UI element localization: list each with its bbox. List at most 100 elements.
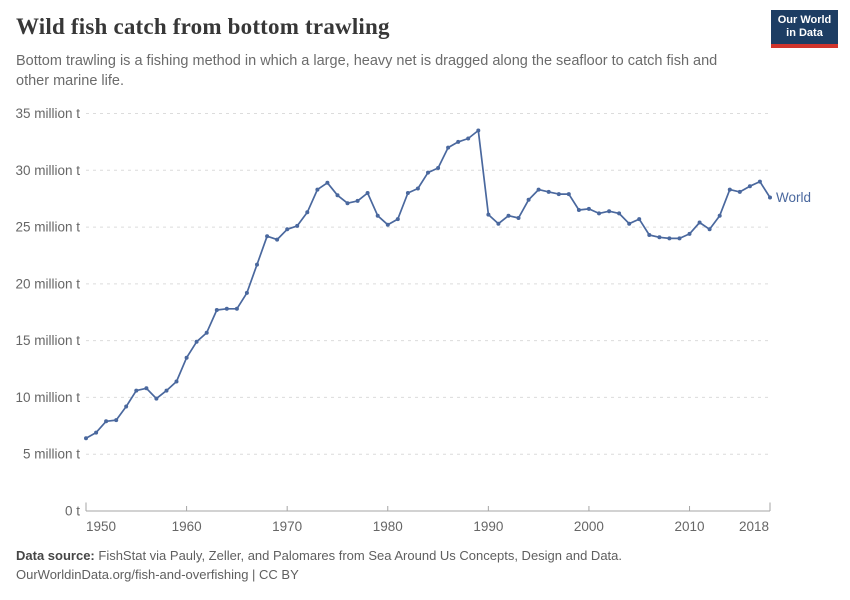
data-point[interactable]	[677, 236, 682, 241]
logo-line-1: Our World	[777, 14, 832, 26]
data-point[interactable]	[124, 404, 129, 409]
data-point[interactable]	[204, 330, 209, 335]
logo-line-2: in Data	[786, 27, 823, 39]
owid-logo: Our World in Data	[771, 10, 838, 48]
x-axis-label: 1990	[473, 519, 503, 534]
footer-separator: |	[248, 567, 260, 582]
data-point[interactable]	[747, 184, 752, 189]
data-point[interactable]	[234, 306, 239, 311]
data-point[interactable]	[546, 189, 551, 194]
data-point[interactable]	[315, 187, 320, 192]
data-point[interactable]	[224, 306, 229, 311]
y-axis-label: 15 million t	[15, 333, 80, 348]
data-point[interactable]	[516, 216, 521, 220]
y-axis-label: 30 million t	[15, 163, 80, 178]
data-source-text: FishStat via Pauly, Zeller, and Palomare…	[98, 548, 623, 563]
data-point[interactable]	[586, 206, 591, 211]
y-axis-label: 10 million t	[15, 390, 80, 405]
data-point[interactable]	[737, 189, 742, 194]
data-source-label: Data source:	[16, 548, 95, 563]
data-point[interactable]	[436, 166, 441, 170]
data-point[interactable]	[84, 436, 88, 441]
data-point[interactable]	[597, 211, 601, 216]
data-point[interactable]	[194, 339, 199, 344]
y-axis-label: 35 million t	[15, 106, 80, 121]
data-point[interactable]	[496, 221, 501, 226]
data-point[interactable]	[647, 233, 652, 237]
chart-subtitle: Bottom trawling is a fishing method in w…	[16, 53, 718, 89]
license-label: CC BY	[259, 567, 299, 582]
data-point[interactable]	[687, 231, 692, 236]
data-point[interactable]	[325, 180, 330, 185]
data-point[interactable]	[94, 430, 99, 435]
y-axis-label: 20 million t	[15, 276, 80, 291]
x-axis-label: 1960	[172, 519, 202, 534]
data-point[interactable]	[355, 198, 360, 203]
data-point[interactable]	[335, 193, 340, 198]
data-point[interactable]	[707, 227, 712, 232]
data-point[interactable]	[174, 379, 179, 384]
data-point[interactable]	[506, 213, 511, 218]
data-point[interactable]	[285, 227, 290, 232]
data-point[interactable]	[415, 186, 420, 191]
data-point[interactable]	[607, 209, 612, 214]
data-point[interactable]	[164, 388, 169, 393]
data-point[interactable]	[214, 308, 219, 312]
data-point[interactable]	[184, 355, 189, 360]
data-point[interactable]	[295, 223, 300, 228]
data-point[interactable]	[768, 195, 772, 200]
x-axis-label: 1950	[86, 519, 116, 534]
x-axis-label: 1970	[272, 519, 302, 534]
series-end-label: World	[776, 190, 811, 205]
chart-footer: Data source: FishStat via Pauly, Zeller,…	[16, 546, 816, 584]
x-axis-label: 2010	[675, 519, 705, 534]
data-point[interactable]	[134, 388, 139, 393]
data-point[interactable]	[627, 221, 632, 226]
y-axis-label: 5 million t	[23, 447, 80, 462]
data-point[interactable]	[255, 262, 259, 267]
data-point[interactable]	[727, 187, 732, 192]
data-point[interactable]	[405, 191, 410, 195]
data-point[interactable]	[476, 128, 481, 133]
data-point[interactable]	[576, 208, 581, 212]
data-point[interactable]	[556, 192, 561, 197]
data-point[interactable]	[275, 237, 280, 242]
x-axis-label: 1980	[373, 519, 403, 534]
data-point[interactable]	[566, 192, 571, 197]
data-point[interactable]	[536, 187, 541, 192]
data-point[interactable]	[104, 419, 109, 424]
data-source-line: Data source: FishStat via Pauly, Zeller,…	[16, 546, 816, 565]
data-point[interactable]	[486, 212, 491, 217]
footer-url[interactable]: OurWorldinData.org/fish-and-overfishing	[16, 567, 249, 582]
data-point[interactable]	[244, 290, 249, 295]
data-point[interactable]	[466, 136, 471, 141]
data-point[interactable]	[365, 191, 370, 195]
data-point[interactable]	[617, 211, 622, 216]
data-point[interactable]	[456, 139, 461, 144]
data-point[interactable]	[657, 235, 662, 240]
series-line[interactable]	[85, 129, 771, 440]
page-title: Wild fish catch from bottom trawling	[16, 14, 390, 39]
data-point[interactable]	[717, 213, 722, 218]
data-point[interactable]	[667, 236, 672, 241]
data-point[interactable]	[697, 220, 702, 225]
y-axis-label: 25 million t	[15, 220, 80, 235]
y-axis-label: 0 t	[65, 504, 80, 519]
data-point[interactable]	[637, 217, 642, 222]
data-point[interactable]	[154, 396, 159, 401]
data-point[interactable]	[385, 222, 390, 227]
data-point[interactable]	[345, 201, 350, 206]
data-point[interactable]	[114, 418, 119, 423]
data-point[interactable]	[265, 234, 270, 239]
data-point[interactable]	[395, 217, 400, 222]
data-point[interactable]	[375, 213, 380, 218]
data-point[interactable]	[305, 210, 310, 215]
data-point[interactable]	[426, 170, 430, 175]
data-point[interactable]	[446, 145, 451, 150]
x-axis-label: 2018	[739, 519, 769, 534]
data-point[interactable]	[757, 179, 762, 184]
data-point[interactable]	[526, 197, 531, 202]
data-point[interactable]	[144, 386, 149, 391]
